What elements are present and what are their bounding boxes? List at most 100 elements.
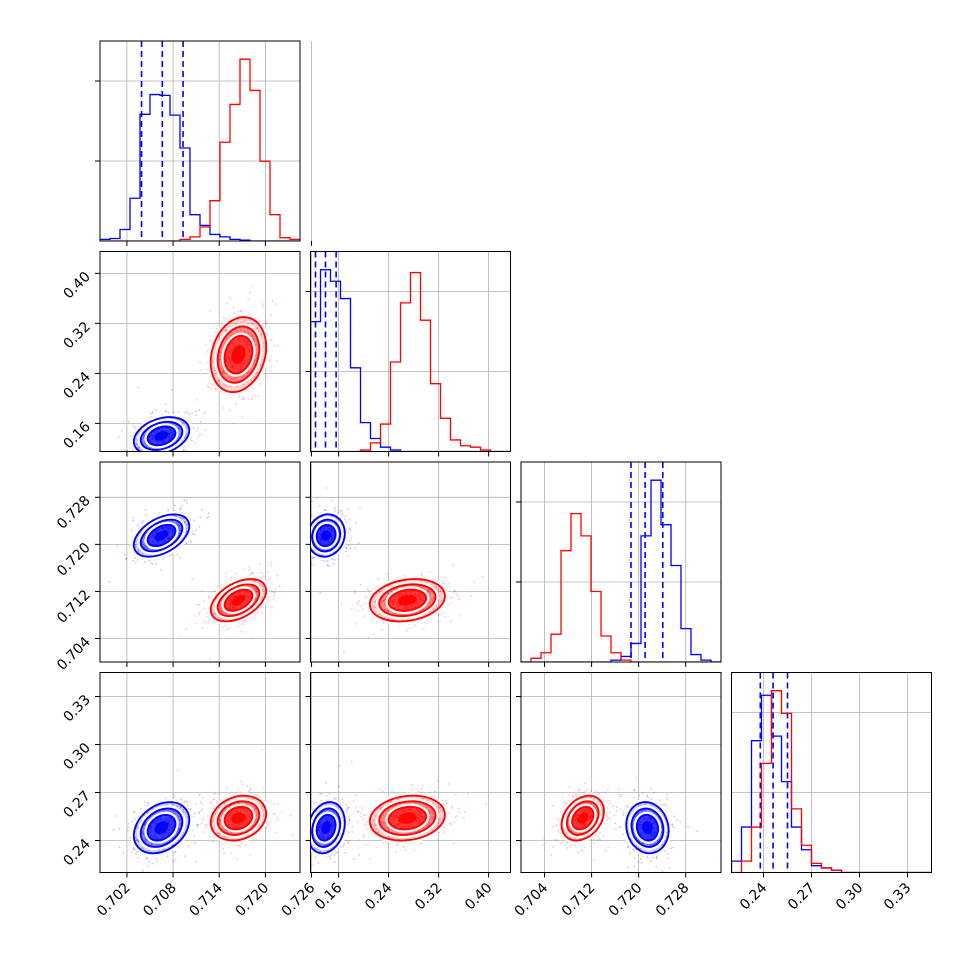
scatter-point: [253, 337, 256, 340]
scatter-point: [184, 411, 187, 414]
scatter-point: [183, 499, 186, 502]
scatter-point: [306, 556, 308, 558]
scatter-point: [277, 344, 280, 347]
scatter-point: [195, 803, 197, 806]
scatter-point: [448, 586, 451, 589]
contour-line: [216, 325, 261, 384]
scatter-point: [364, 602, 366, 605]
scatter-point: [173, 454, 175, 456]
scatter-point: [177, 524, 180, 527]
scatter-point: [164, 410, 167, 412]
scatter-point: [367, 590, 370, 593]
scatter-point: [255, 589, 258, 592]
scatter-point: [452, 591, 455, 594]
scatter-point: [127, 829, 129, 832]
scatter-point: [355, 622, 357, 625]
scatter-point: [444, 616, 447, 618]
scatter-point: [285, 533, 287, 535]
scatter-point: [141, 831, 144, 834]
scatter-point: [136, 826, 138, 829]
scatter-point: [197, 436, 200, 438]
scatter-point: [141, 474, 143, 476]
scatter-point: [266, 322, 268, 325]
scatter-point: [229, 395, 232, 397]
scatter-point: [145, 452, 147, 454]
contour-halo: [221, 586, 256, 615]
panel-content: [108, 499, 281, 660]
scatter-point: [197, 823, 200, 826]
scatter-point: [138, 448, 141, 451]
scatter-point: [223, 612, 225, 614]
scatter-point: [229, 316, 232, 318]
scatter-point: [174, 454, 176, 456]
scatter-point: [134, 853, 137, 855]
scatter-point: [296, 537, 298, 539]
contour-line: [139, 807, 184, 848]
density-fill: [321, 530, 331, 541]
scatter-point: [354, 592, 357, 594]
scatter-point: [144, 546, 147, 549]
scatter-point: [429, 591, 431, 594]
contour-line: [139, 420, 184, 451]
scatter-point: [151, 464, 153, 466]
scatter-point: [402, 613, 404, 616]
scatter-point: [367, 636, 370, 639]
scatter-point: [334, 558, 336, 561]
scatter-point: [212, 367, 215, 370]
scatter-point: [179, 797, 182, 800]
scatter-point: [242, 327, 245, 330]
scatter-point: [421, 586, 423, 588]
scatter-point: [162, 558, 165, 561]
scatter-point: [133, 811, 136, 814]
scatter-point: [220, 618, 222, 620]
scatter-point: [233, 377, 236, 379]
scatter-point: [164, 453, 166, 455]
scatter-point: [221, 609, 223, 612]
scatter-point: [383, 603, 385, 606]
marginal-panel-2: [516, 461, 722, 667]
scatter-point: [189, 540, 192, 543]
scatter-point: [473, 580, 475, 583]
scatter-point: [117, 436, 120, 439]
scatter-point: [358, 600, 360, 602]
contour-line: [368, 578, 446, 623]
scatter-point: [156, 860, 159, 863]
scatter-point: [224, 624, 227, 627]
scatter-point: [254, 579, 256, 582]
scatter-point: [455, 592, 458, 595]
scatter-point: [199, 801, 202, 803]
scatter-point: [144, 838, 147, 841]
scatter-point: [229, 297, 232, 299]
scatter-point: [354, 590, 357, 593]
scatter-point: [349, 529, 352, 532]
scatter-point: [332, 563, 335, 565]
scatter-point: [240, 630, 243, 633]
scatter-point: [354, 522, 357, 524]
scatter-point: [430, 610, 433, 613]
scatter-point: [137, 446, 140, 449]
scatter-point: [175, 460, 177, 462]
panel-content: [521, 462, 721, 662]
scatter-point: [271, 300, 274, 302]
y-tick-label: 0.16: [60, 419, 93, 452]
scatter-point: [248, 332, 251, 335]
scatter-point: [172, 810, 175, 813]
scatter-point: [251, 284, 254, 287]
scatter-point: [336, 511, 339, 514]
scatter-point: [270, 365, 273, 368]
scatter-point: [221, 610, 224, 612]
scatter-point: [144, 544, 146, 547]
scatter-point: [251, 396, 254, 399]
scatter-point: [184, 436, 187, 439]
scatter-point: [482, 575, 484, 578]
scatter-point: [143, 835, 146, 838]
scatter-point: [334, 509, 336, 512]
scatter-point: [142, 520, 145, 522]
scatter-point: [146, 804, 149, 807]
scatter-point: [123, 420, 126, 423]
scatter-point: [306, 526, 308, 528]
scatter-point: [199, 420, 202, 423]
scatter-point: [186, 815, 189, 818]
scatter-point: [196, 603, 199, 606]
scatter-point: [142, 833, 145, 836]
